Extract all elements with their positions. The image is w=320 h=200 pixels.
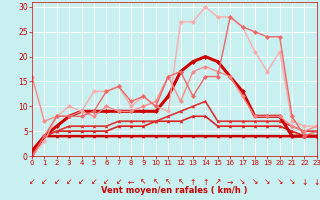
Text: ↖: ↖ <box>153 178 159 187</box>
Text: ↑: ↑ <box>202 178 209 187</box>
Text: ←: ← <box>128 178 134 187</box>
Text: ↗: ↗ <box>214 178 221 187</box>
Text: ↙: ↙ <box>41 178 48 187</box>
Text: ↙: ↙ <box>116 178 122 187</box>
Text: ↙: ↙ <box>66 178 72 187</box>
Text: ↖: ↖ <box>177 178 184 187</box>
Text: ↙: ↙ <box>103 178 109 187</box>
X-axis label: Vent moyen/en rafales ( km/h ): Vent moyen/en rafales ( km/h ) <box>101 186 248 195</box>
Text: ↖: ↖ <box>140 178 147 187</box>
Text: ↖: ↖ <box>165 178 172 187</box>
Text: ↙: ↙ <box>53 178 60 187</box>
Text: ↙: ↙ <box>78 178 85 187</box>
Text: ↑: ↑ <box>190 178 196 187</box>
Text: ↘: ↘ <box>276 178 283 187</box>
Text: ↘: ↘ <box>289 178 295 187</box>
Text: ↓: ↓ <box>314 178 320 187</box>
Text: ↙: ↙ <box>91 178 97 187</box>
Text: ↓: ↓ <box>301 178 308 187</box>
Text: ↘: ↘ <box>252 178 258 187</box>
Text: ↙: ↙ <box>29 178 35 187</box>
Text: ↘: ↘ <box>239 178 246 187</box>
Text: ↘: ↘ <box>264 178 270 187</box>
Text: →: → <box>227 178 233 187</box>
